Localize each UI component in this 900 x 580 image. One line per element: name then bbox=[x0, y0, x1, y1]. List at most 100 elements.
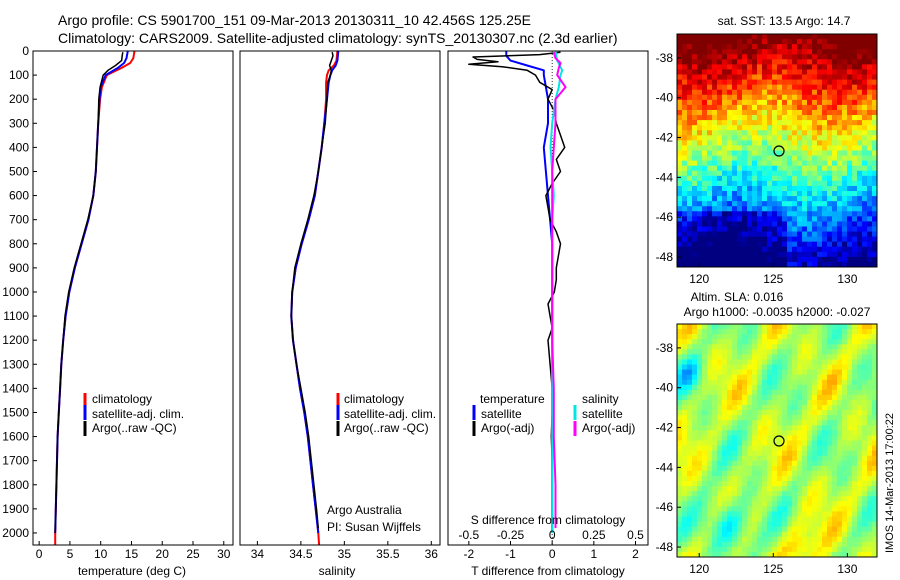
sla-cell bbox=[732, 481, 738, 487]
sst-cell bbox=[782, 211, 788, 217]
sla-cell bbox=[827, 324, 833, 330]
sst-cell bbox=[717, 125, 723, 131]
sla-cell bbox=[822, 405, 828, 411]
sst-cell bbox=[777, 64, 783, 70]
sst-cell bbox=[777, 49, 783, 55]
sst-cell bbox=[742, 130, 748, 136]
t-difference-tick-label: 0 bbox=[549, 547, 556, 561]
sla-cell bbox=[677, 511, 683, 517]
sla-cell bbox=[692, 405, 698, 411]
sla-cell bbox=[772, 379, 778, 386]
sst-cell bbox=[747, 34, 753, 40]
sla-cell bbox=[762, 445, 768, 452]
sla-cell bbox=[757, 481, 763, 487]
sst-cell bbox=[832, 236, 838, 243]
sst-cell bbox=[717, 185, 723, 192]
sla-cell bbox=[772, 329, 778, 335]
sla-cell bbox=[752, 460, 758, 467]
sla-cell bbox=[792, 450, 798, 457]
sst-cell bbox=[862, 256, 868, 263]
sst-cell bbox=[832, 256, 838, 263]
sst-cell bbox=[772, 216, 778, 222]
sla-cell bbox=[812, 430, 818, 436]
sla-cell bbox=[757, 486, 763, 492]
sla-cell bbox=[842, 475, 848, 482]
sla-cell bbox=[717, 475, 723, 482]
sst-cell bbox=[722, 246, 728, 253]
sst-cell bbox=[752, 135, 758, 141]
sst-cell bbox=[857, 69, 863, 75]
sst-cell bbox=[817, 206, 823, 212]
sst-cell bbox=[857, 206, 863, 212]
sst-cell bbox=[702, 79, 708, 86]
sla-cell bbox=[742, 405, 748, 411]
sst-cell bbox=[822, 99, 828, 106]
sla-cell bbox=[822, 430, 828, 436]
sla-cell bbox=[777, 425, 783, 431]
sla-cell bbox=[802, 364, 808, 370]
sla-cell bbox=[792, 536, 798, 543]
sla-cell bbox=[847, 324, 853, 330]
sla-cell bbox=[802, 546, 808, 553]
sla-cell bbox=[742, 359, 748, 365]
sst-cell bbox=[722, 150, 728, 156]
sst-cell bbox=[842, 150, 848, 156]
sst-cell bbox=[822, 170, 828, 177]
sla-cell bbox=[812, 455, 818, 462]
sla-cell bbox=[712, 450, 718, 457]
sla-cell bbox=[772, 410, 778, 416]
sst-cell bbox=[757, 180, 763, 187]
salinity-axes-frame bbox=[239, 50, 441, 546]
sla-cell bbox=[817, 359, 823, 365]
sla-cell bbox=[827, 450, 833, 457]
sst-cell bbox=[717, 251, 723, 258]
sst-cell bbox=[837, 39, 843, 45]
sst-cell bbox=[747, 206, 753, 212]
sst-cell bbox=[677, 140, 683, 146]
sst-cell bbox=[767, 84, 773, 91]
sst-cell bbox=[762, 120, 768, 126]
sla-cell bbox=[737, 496, 743, 502]
sla-cell bbox=[817, 374, 823, 381]
sst-cell bbox=[712, 150, 718, 156]
sst-cell bbox=[687, 115, 693, 121]
sla-cell bbox=[827, 379, 833, 386]
sla-cell bbox=[737, 536, 743, 543]
sla-cell bbox=[772, 516, 778, 522]
sst-cell bbox=[697, 211, 703, 217]
map-lon-label: 120 bbox=[689, 272, 709, 286]
sst-cell bbox=[807, 175, 813, 182]
sst-cell bbox=[827, 246, 833, 253]
sla-cell bbox=[807, 536, 813, 543]
sst-cell bbox=[692, 54, 698, 60]
sst-cell bbox=[847, 135, 853, 141]
sst-cell bbox=[742, 64, 748, 70]
sla-cell bbox=[787, 405, 793, 411]
sst-cell bbox=[787, 165, 793, 172]
sst-cell bbox=[682, 135, 688, 141]
sla-cell bbox=[697, 389, 703, 396]
sst-cell bbox=[867, 104, 873, 111]
sst-cell bbox=[742, 175, 748, 182]
sst-cell bbox=[822, 104, 828, 111]
sst-cell bbox=[822, 231, 828, 238]
sst-cell bbox=[677, 206, 683, 212]
sst-cell bbox=[822, 150, 828, 156]
sla-cell bbox=[697, 364, 703, 370]
sst-cell bbox=[697, 59, 703, 65]
sla-cell bbox=[827, 465, 833, 472]
sst-cell bbox=[697, 140, 703, 146]
sla-cell bbox=[812, 384, 818, 391]
sla-cell bbox=[682, 531, 688, 538]
sst-cell bbox=[867, 175, 873, 182]
sla-cell bbox=[802, 460, 808, 467]
sst-cell bbox=[722, 170, 728, 177]
sst-cell bbox=[682, 150, 688, 156]
sst-cell bbox=[872, 165, 878, 172]
sst-cell bbox=[807, 160, 813, 167]
sst-cell bbox=[702, 44, 708, 50]
sla-cell bbox=[692, 440, 698, 446]
sst-cell bbox=[812, 74, 818, 80]
sst-cell bbox=[827, 74, 833, 80]
sla-cell bbox=[677, 394, 683, 401]
